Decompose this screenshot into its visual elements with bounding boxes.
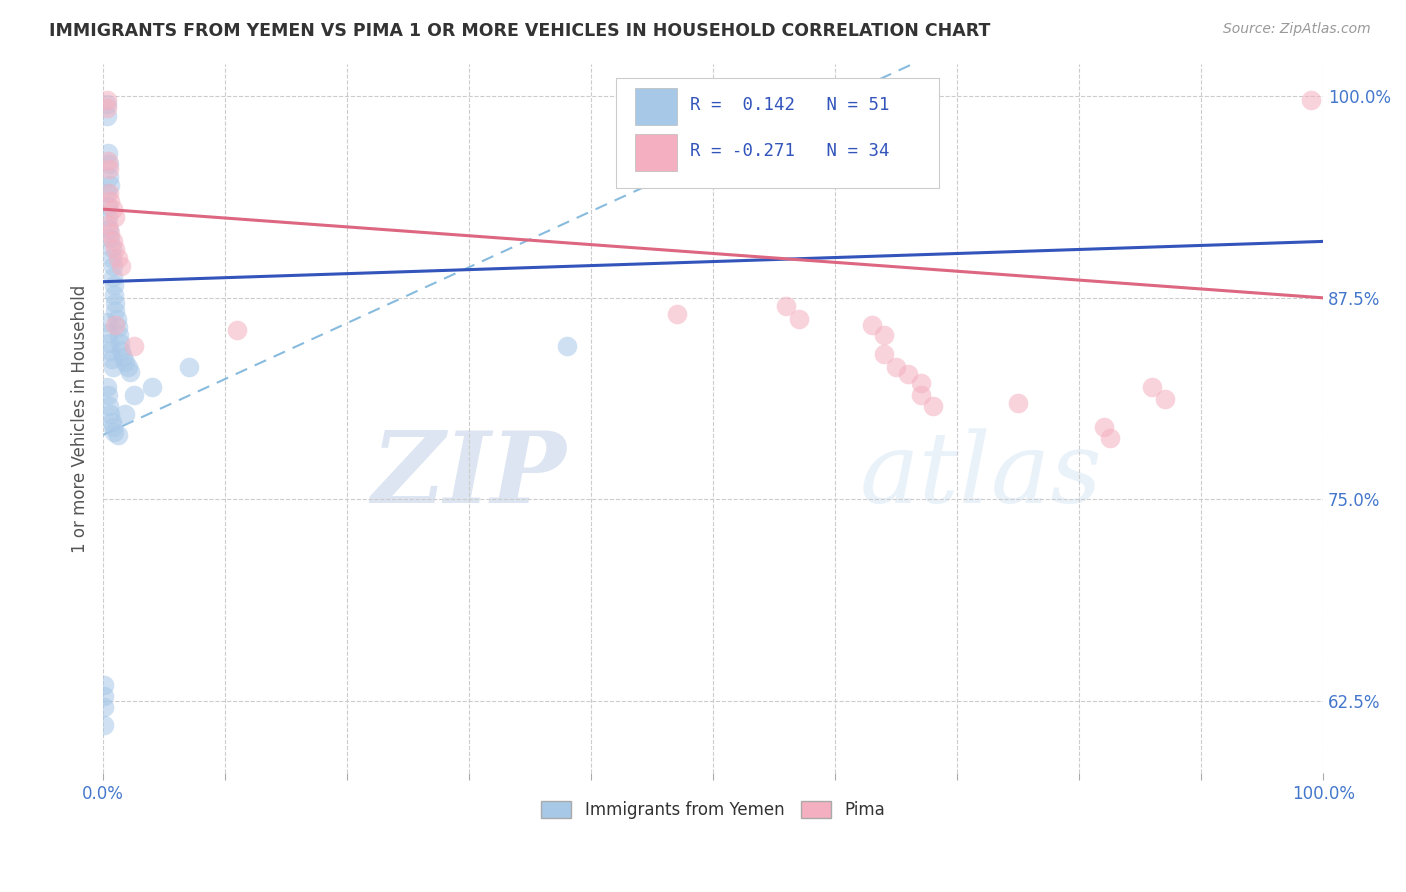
Point [103, 277, 125, 292]
Point [110, 259, 132, 273]
Point [96, 186, 118, 200]
Point [100, 227, 122, 241]
Point [103, 287, 125, 301]
Point [100, 178, 122, 192]
Y-axis label: 1 or more Vehicles in Household: 1 or more Vehicles in Household [72, 285, 89, 553]
Point [98, 335, 121, 350]
Point [98, 161, 121, 176]
Legend: Immigrants from Yemen, Pima: Immigrants from Yemen, Pima [534, 794, 891, 825]
Point [1142, 379, 1164, 393]
Point [111, 351, 134, 365]
Point [101, 235, 124, 249]
Point [665, 307, 688, 321]
Point [93, 689, 115, 703]
Point [97, 199, 120, 213]
Point [100, 352, 122, 367]
Point [98, 157, 121, 171]
Point [117, 360, 139, 375]
Point [98, 399, 121, 413]
Text: ZIP: ZIP [371, 427, 567, 524]
Point [884, 360, 907, 375]
Point [100, 415, 122, 429]
Text: R =  0.142   N = 51: R = 0.142 N = 51 [690, 96, 890, 114]
Point [107, 251, 129, 265]
Point [96, 315, 118, 329]
Point [96, 379, 118, 393]
Point [98, 221, 121, 235]
Point [105, 311, 128, 326]
Point [93, 718, 115, 732]
Point [177, 360, 200, 375]
Point [100, 231, 122, 245]
Point [100, 241, 122, 255]
Point [104, 243, 127, 257]
Point [873, 327, 896, 342]
Point [775, 299, 797, 313]
Point [114, 407, 136, 421]
Point [100, 251, 122, 265]
Point [108, 327, 131, 342]
Point [1299, 93, 1322, 107]
Text: IMMIGRANTS FROM YEMEN VS PIMA 1 OR MORE VEHICLES IN HOUSEHOLD CORRELATION CHART: IMMIGRANTS FROM YEMEN VS PIMA 1 OR MORE … [49, 22, 991, 40]
Point [97, 145, 120, 160]
FancyBboxPatch shape [616, 78, 939, 188]
Point [787, 311, 810, 326]
Point [122, 339, 145, 353]
Point [93, 700, 115, 714]
Point [96, 93, 118, 107]
Point [97, 211, 120, 225]
Point [118, 365, 141, 379]
Point [97, 219, 120, 233]
Point [108, 335, 131, 350]
Point [98, 186, 121, 200]
Point [860, 318, 883, 333]
Point [103, 425, 125, 439]
Point [107, 428, 129, 442]
Point [141, 379, 163, 393]
Point [104, 318, 127, 333]
Point [1092, 419, 1115, 434]
Point [101, 419, 124, 434]
Point [921, 399, 943, 413]
Point [122, 387, 145, 401]
Point [100, 344, 122, 359]
Point [1153, 392, 1175, 407]
Point [97, 326, 120, 341]
Text: R = -0.271   N = 34: R = -0.271 N = 34 [690, 143, 890, 161]
Point [226, 323, 249, 337]
Point [100, 194, 122, 208]
Point [101, 269, 124, 284]
Point [97, 153, 120, 168]
Point [873, 347, 896, 361]
Point [114, 355, 136, 369]
Point [555, 339, 578, 353]
Point [1007, 395, 1029, 409]
Point [107, 319, 129, 334]
Point [98, 169, 121, 184]
Point [897, 367, 920, 381]
FancyBboxPatch shape [636, 135, 676, 171]
FancyBboxPatch shape [636, 88, 676, 125]
Text: atlas: atlas [859, 428, 1102, 523]
Point [96, 101, 118, 115]
Point [910, 387, 932, 401]
Point [101, 259, 124, 273]
Point [110, 344, 132, 359]
Point [101, 360, 124, 375]
Point [96, 109, 118, 123]
Point [96, 97, 118, 112]
Point [97, 387, 120, 401]
Point [101, 202, 124, 216]
Point [1098, 431, 1121, 445]
Point [104, 211, 127, 225]
Point [104, 295, 127, 310]
Point [910, 376, 932, 391]
Point [100, 407, 122, 421]
Point [104, 303, 127, 318]
Text: Source: ZipAtlas.com: Source: ZipAtlas.com [1223, 22, 1371, 37]
Point [93, 678, 115, 692]
